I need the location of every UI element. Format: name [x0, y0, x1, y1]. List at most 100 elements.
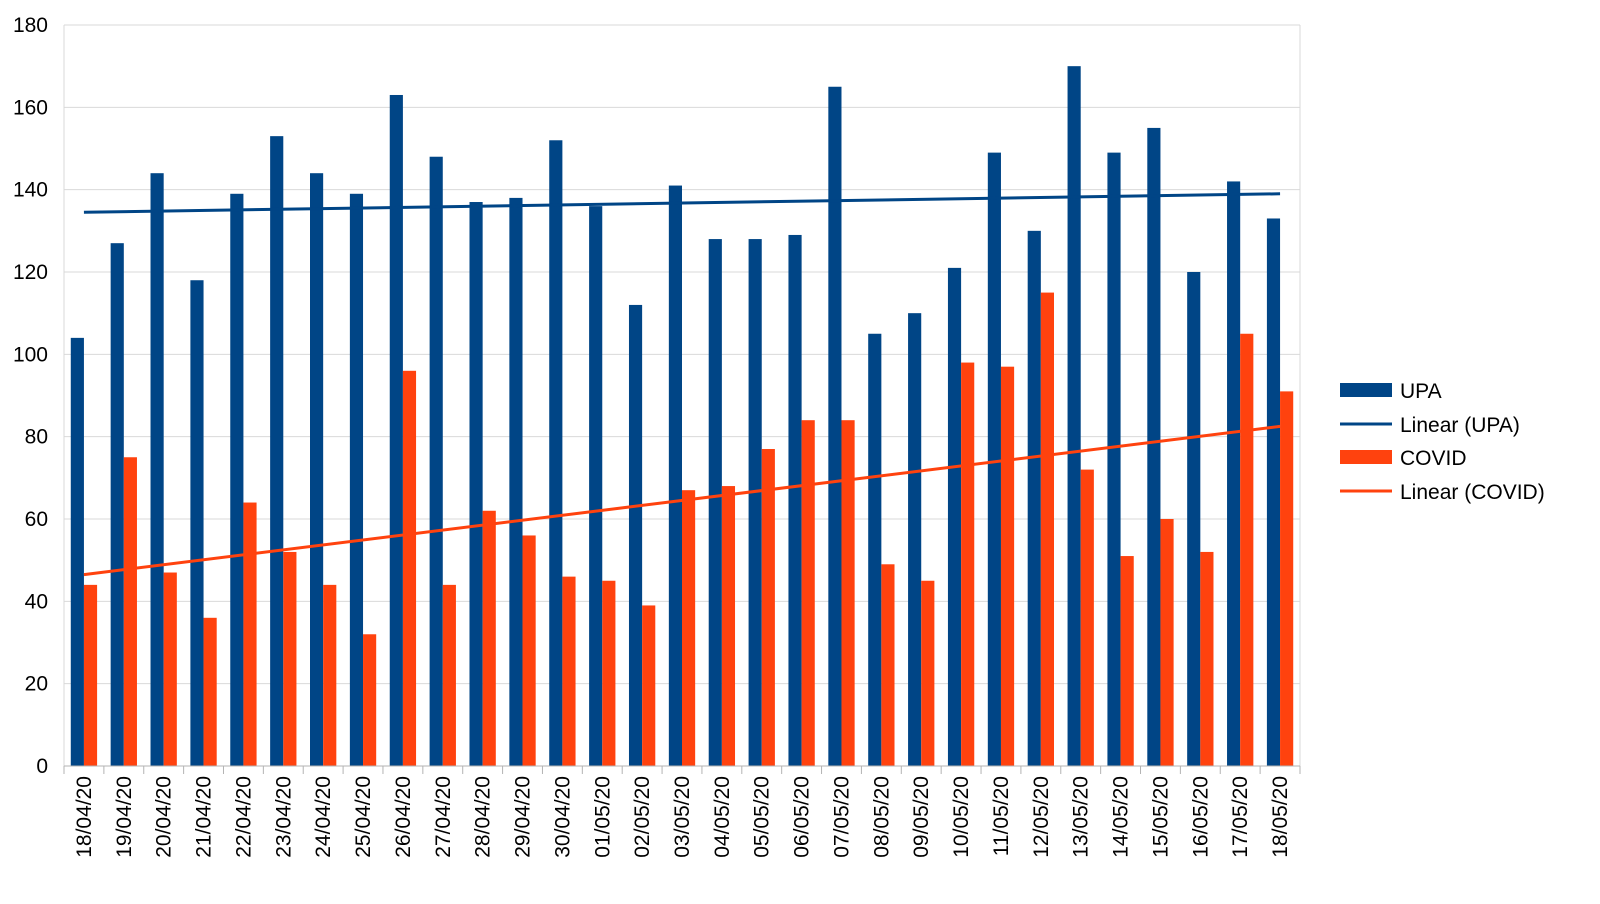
bar-covid [442, 584, 456, 766]
bar-covid [1200, 551, 1214, 766]
bar-covid [881, 564, 895, 766]
bar-covid [402, 370, 417, 766]
y-tick-label: 0 [36, 755, 48, 778]
y-tick-label: 120 [13, 261, 48, 284]
legend-label: Linear (UPA) [1400, 414, 1520, 437]
y-tick-label: 40 [25, 590, 48, 613]
bar-covid [921, 580, 935, 766]
x-tick-label: 24/04/20 [312, 776, 335, 858]
y-tick-label: 180 [13, 14, 48, 37]
x-tick-label: 18/04/20 [73, 776, 96, 858]
bar-upa [1107, 152, 1121, 766]
bar-upa [1187, 272, 1201, 766]
x-tick-label: 23/04/20 [272, 776, 295, 858]
x-tick-label: 05/05/20 [751, 776, 774, 858]
x-tick-label: 30/04/20 [551, 776, 574, 858]
bar-upa [668, 185, 682, 767]
bar-upa [1147, 127, 1161, 766]
legend-swatch-covid [1340, 450, 1392, 464]
bar-covid [323, 584, 337, 766]
bar-covid [642, 605, 656, 766]
bar-upa [70, 337, 84, 766]
bar-covid [482, 510, 496, 766]
x-tick-label: 17/05/20 [1229, 776, 1252, 858]
bars [70, 66, 1294, 767]
x-tick-label: 01/05/20 [591, 776, 614, 858]
bar-upa [389, 94, 403, 766]
y-tick-label: 60 [25, 508, 48, 531]
legend-swatch-upa [1340, 383, 1392, 397]
bar-covid [522, 535, 536, 766]
y-tick-label: 160 [13, 96, 48, 119]
x-tick-label: 03/05/20 [671, 776, 694, 858]
bar-upa [509, 197, 523, 766]
x-tick-label: 04/05/20 [711, 776, 734, 858]
bar-covid [243, 502, 257, 766]
bar-upa [1067, 66, 1081, 766]
x-tick-label: 20/04/20 [153, 776, 176, 858]
bar-covid [1240, 333, 1254, 766]
bar-covid [83, 584, 98, 766]
x-tick-label: 12/05/20 [1030, 776, 1053, 858]
bar-covid [1040, 292, 1054, 766]
x-tick-label: 27/04/20 [432, 776, 455, 858]
bar-upa [1227, 181, 1241, 766]
legend: UPA Linear (UPA) COVID Linear (COVID) [1340, 380, 1545, 504]
bar-upa [748, 239, 762, 767]
legend-label: COVID [1400, 447, 1467, 470]
x-tick-label: 21/04/20 [193, 776, 216, 858]
trendline-linear-covid [83, 424, 1281, 577]
bar-covid [841, 420, 855, 766]
bar-upa [1266, 218, 1281, 766]
bar-upa [110, 243, 124, 766]
bar-covid [1120, 556, 1134, 766]
bar-upa [947, 267, 962, 766]
bar-upa [868, 333, 882, 766]
bar-upa [429, 156, 443, 766]
x-tick-label: 09/05/20 [910, 776, 933, 858]
bar-covid [1000, 366, 1015, 766]
y-tick-label: 80 [25, 426, 48, 449]
bar-upa [150, 173, 164, 766]
bar-upa [549, 140, 563, 766]
bar-upa [908, 313, 922, 766]
x-tick-label: 02/05/20 [631, 776, 654, 858]
x-tick-label: 14/05/20 [1110, 776, 1133, 858]
x-tick-label: 07/05/20 [830, 776, 853, 858]
bar-upa [310, 173, 324, 766]
x-tick-label: 06/05/20 [791, 776, 814, 858]
x-tick-label: 28/04/20 [472, 776, 495, 858]
x-tick-label: 10/05/20 [950, 776, 973, 858]
bar-upa [190, 280, 204, 766]
bar-upa [469, 202, 483, 766]
bar-covid [163, 572, 177, 766]
x-tick-label: 22/04/20 [232, 776, 255, 858]
bar-covid [1160, 519, 1174, 766]
bar-covid [363, 634, 377, 766]
y-tick-label: 20 [25, 673, 48, 696]
legend-label: UPA [1400, 380, 1442, 403]
bar-upa [270, 136, 284, 766]
bar-upa [230, 193, 244, 767]
bar-covid [602, 580, 616, 766]
y-tick-label: 100 [13, 343, 48, 366]
bar-upa [788, 234, 802, 766]
x-tick-label: 11/05/20 [990, 776, 1013, 856]
bar-covid [1280, 391, 1294, 766]
bar-covid [123, 457, 137, 766]
trendlines [83, 192, 1281, 577]
x-tick-label: 26/04/20 [392, 776, 415, 858]
x-tick-label: 13/05/20 [1070, 776, 1093, 858]
bar-upa [987, 152, 1001, 766]
y-tick-label: 140 [13, 179, 48, 202]
x-tick-label: 19/04/20 [113, 776, 136, 858]
bar-covid [562, 576, 576, 766]
bar-upa [828, 86, 842, 766]
bar-upa [589, 206, 603, 767]
x-tick-label: 18/05/20 [1269, 776, 1292, 858]
x-axis: 18/04/20 19/04/20 20/04/20 21/04/20 22/04/20… [63, 765, 1301, 858]
bar-covid [721, 486, 736, 766]
bar-covid [203, 617, 217, 766]
bar-upa [628, 304, 643, 766]
